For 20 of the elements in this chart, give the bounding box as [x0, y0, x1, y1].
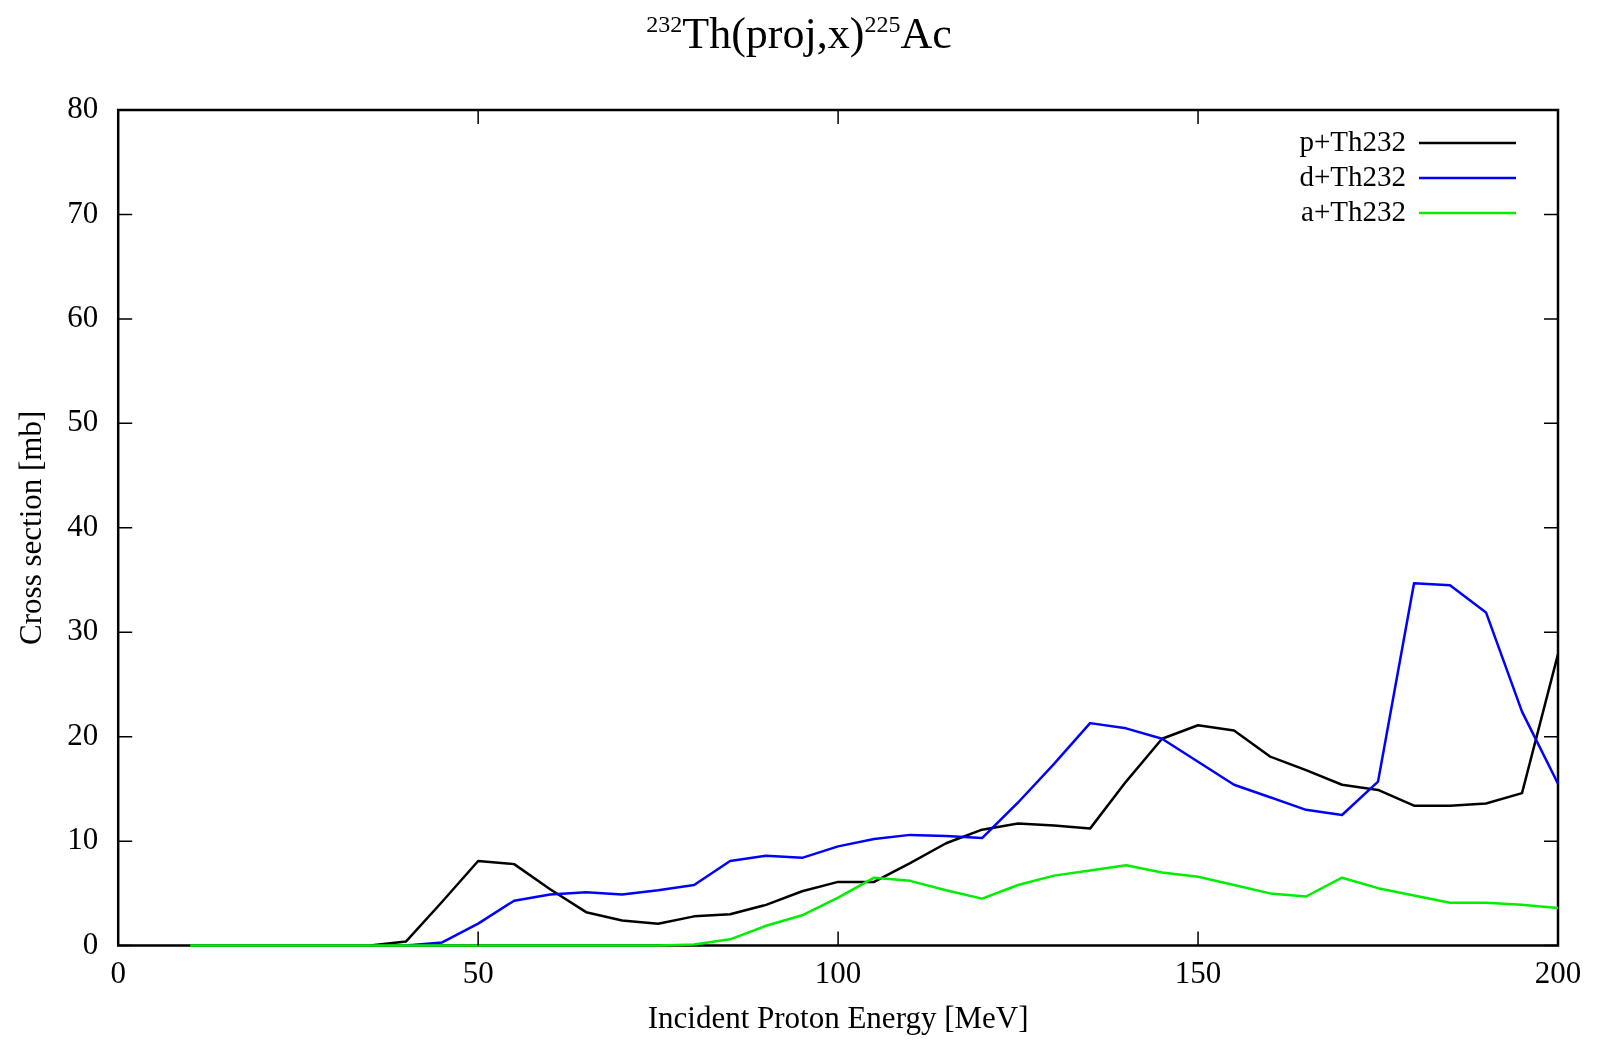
y-tick-label: 70: [67, 194, 99, 230]
x-tick-label: 200: [1534, 955, 1582, 991]
y-axis-title: Cross section [mb]: [12, 410, 48, 645]
x-tick-label: 50: [462, 955, 494, 991]
y-tick-label: 20: [67, 716, 99, 752]
x-tick-label: 150: [1174, 955, 1222, 991]
legend-label: p+Th232: [1299, 124, 1406, 157]
y-tick-label: 60: [67, 299, 99, 335]
y-tick-label: 10: [67, 821, 99, 857]
legend-label: a+Th232: [1301, 194, 1406, 227]
y-tick-label: 40: [67, 507, 99, 543]
x-tick-label: 0: [110, 955, 126, 991]
y-tick-label: 80: [67, 90, 99, 126]
x-axis-title: Incident Proton Energy [MeV]: [647, 999, 1029, 1035]
chart-title: $^{232}$Th(proj,x)$^{225}$Ac: [645, 8, 953, 59]
x-tick-label: 100: [814, 955, 862, 991]
legend-label: d+Th232: [1299, 159, 1406, 192]
y-tick-label: 50: [67, 403, 99, 439]
y-tick-label: 30: [67, 612, 99, 648]
y-tick-label: 0: [82, 925, 99, 961]
